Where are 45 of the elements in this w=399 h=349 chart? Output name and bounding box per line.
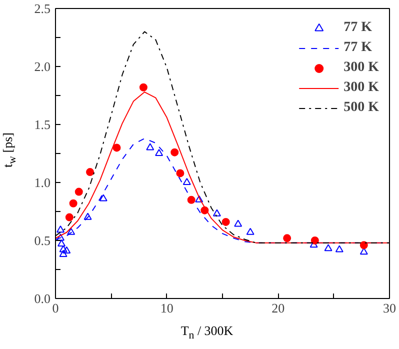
point <box>176 169 184 178</box>
point <box>65 213 74 222</box>
point <box>74 188 83 196</box>
point <box>62 246 71 254</box>
point <box>182 178 191 186</box>
point <box>56 234 65 241</box>
point <box>234 220 242 227</box>
x-tick-label: 30 <box>383 300 396 316</box>
point <box>58 239 66 246</box>
point <box>195 195 204 202</box>
point <box>360 248 368 255</box>
point <box>222 218 230 226</box>
legend-label: 500 K <box>344 100 379 116</box>
y-tick-label: 0.5 <box>34 233 50 248</box>
point <box>69 199 78 208</box>
point <box>212 209 221 216</box>
x-axis-title: T$_{n}$ / 300K <box>180 322 234 344</box>
point <box>324 244 332 252</box>
point <box>187 196 196 204</box>
point <box>246 228 254 235</box>
point <box>59 250 68 257</box>
point <box>112 144 121 152</box>
y-tick-label: 1.0 <box>34 175 50 190</box>
point <box>139 83 148 92</box>
legend-label: 300 K <box>344 80 379 96</box>
x-tick-label: 20 <box>272 300 285 316</box>
point <box>86 168 94 176</box>
point <box>335 245 344 252</box>
x-tick-label: 0 <box>52 300 59 316</box>
point <box>283 234 292 242</box>
y-tick-label: 2.5 <box>34 1 50 16</box>
legend-label: 300 K <box>344 60 379 76</box>
y-tick-label: 1.5 <box>34 117 50 132</box>
point <box>67 228 76 235</box>
x-tick-label: 10 <box>160 300 174 316</box>
point <box>84 212 92 220</box>
y-tick-label: 2.0 <box>34 59 50 74</box>
point <box>56 226 65 233</box>
point <box>99 194 108 202</box>
point <box>146 143 154 150</box>
point <box>155 148 164 156</box>
legend-label: 77 K <box>344 20 372 36</box>
legend-label: 77 K <box>344 40 372 56</box>
point <box>170 148 179 156</box>
y-tick-label: 0.0 <box>34 291 50 306</box>
